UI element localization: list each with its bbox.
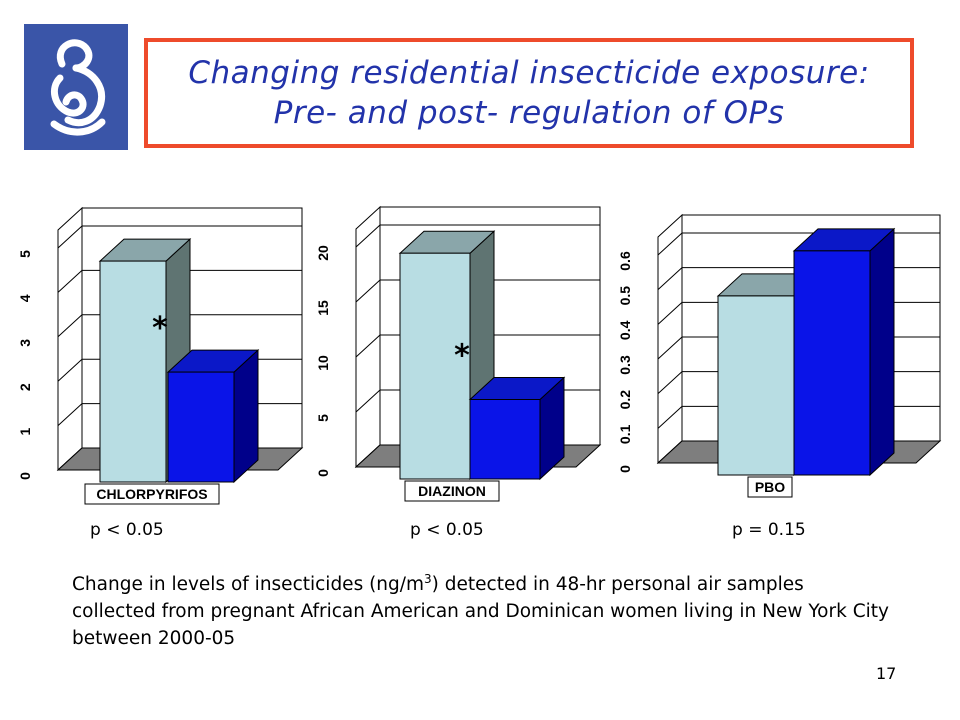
y-tick-label: 5 (17, 250, 33, 258)
category-label-box (84, 483, 220, 505)
side-gridline (657, 405, 683, 429)
side-gridline (57, 270, 83, 293)
side-gridline (657, 336, 683, 360)
bar-post-regulation-side (233, 348, 259, 484)
diazinon-chart-svg: 0 5 10 15 20 DIAZINON * (315, 205, 602, 502)
chart-side-wall (57, 206, 83, 472)
title-box: Changing residential insecticide exposur… (144, 38, 914, 148)
y-tick-label: 0.3 (617, 355, 633, 375)
side-gridline (355, 334, 381, 358)
bar-pre-regulation-front (717, 295, 795, 476)
y-tick-label: 0 (17, 472, 33, 480)
category-label: DIAZINON (418, 483, 486, 499)
caption: Change in levels of insecticides (ng/m3)… (72, 566, 892, 652)
bar-pre-regulation-front (399, 252, 471, 480)
chlorpyrifos-chart: 0 1 2 3 4 5 CHLORPYRIFOS * (17, 206, 310, 515)
y-tick-label: 15 (315, 300, 331, 316)
side-gridline (57, 403, 83, 426)
p-value-diazinon: p < 0.05 (410, 520, 484, 540)
significance-star: * (454, 339, 470, 374)
y-tick-label: 0 (315, 469, 331, 477)
organization-logo (24, 24, 128, 150)
side-gridline (355, 279, 381, 303)
side-gridline (57, 358, 83, 382)
caption-superscript: 3 (424, 572, 432, 586)
chart-side-wall (355, 205, 381, 469)
category-label-box (747, 476, 793, 498)
mother-and-child-logo-icon (50, 39, 106, 136)
y-tick-label: 4 (17, 294, 33, 302)
y-tick-label: 0.2 (617, 390, 633, 410)
bar-post-regulation-side (869, 227, 895, 477)
side-gridline (657, 301, 683, 325)
bar-post-regulation-front (793, 250, 871, 476)
y-tick-label: 0.1 (617, 424, 633, 444)
category-label: CHLORPYRIFOS (96, 486, 207, 502)
category-label: PBO (755, 479, 785, 495)
bar-post-regulation-front (167, 371, 235, 483)
y-tick-label: 0.6 (617, 251, 633, 271)
significance-star: * (152, 311, 168, 346)
pbo-chart-svg: 0 0.1 0.2 0.3 0.4 0.5 0.6 PBO (617, 213, 942, 498)
pbo-chart: 0 0.1 0.2 0.3 0.4 0.5 0.6 PBO (617, 205, 942, 505)
y-tick-label: 0 (617, 465, 633, 473)
slide-title-line-2: Pre- and post- regulation of OPs (273, 95, 785, 131)
p-value-pbo: p = 0.15 (732, 520, 806, 540)
side-gridline (355, 224, 381, 248)
side-gridline (657, 267, 683, 291)
caption-text-start: Change in levels of insecticides (ng/m (72, 574, 425, 596)
side-gridline (657, 232, 683, 256)
side-gridline (57, 225, 83, 249)
slide-number: 17 (876, 664, 897, 683)
y-tick-label: 10 (315, 355, 331, 371)
diazinon-chart: 0 5 10 15 20 DIAZINON * (315, 205, 608, 515)
bar-post-regulation-front (469, 399, 541, 480)
slide-title-line-1: Changing residential insecticide exposur… (188, 55, 870, 91)
side-gridline (657, 371, 683, 395)
y-tick-label: 0.5 (617, 286, 633, 306)
y-tick-label: 20 (315, 245, 331, 261)
chlorpyrifos-chart-svg: 0 1 2 3 4 5 CHLORPYRIFOS * (17, 206, 304, 505)
side-gridline (355, 389, 381, 413)
y-tick-label: 3 (17, 339, 33, 347)
category-label-box (404, 480, 500, 502)
side-gridline (57, 314, 83, 338)
y-tick-label: 0.4 (617, 320, 633, 340)
p-value-chlorpyrifos: p < 0.05 (90, 520, 164, 540)
caption-text-end: ) detected in 48-hr personal air samples… (72, 574, 889, 650)
y-tick-label: 2 (17, 383, 33, 391)
y-tick-label: 5 (315, 414, 331, 422)
bar-pre-regulation-front (99, 260, 167, 483)
y-tick-label: 1 (17, 427, 33, 435)
